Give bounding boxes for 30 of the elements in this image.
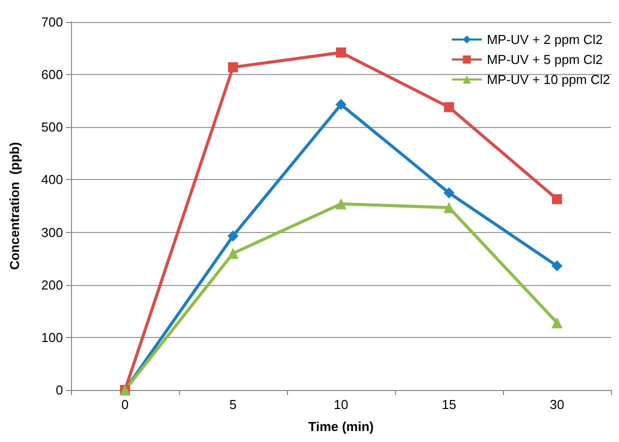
point xyxy=(228,248,238,259)
point xyxy=(336,47,346,58)
y-tick-label: 0 xyxy=(56,382,63,398)
y-tick-label: 300 xyxy=(41,224,63,240)
y-tick-label: 400 xyxy=(41,172,63,188)
point xyxy=(552,317,562,328)
x-axis-title: Time (min) xyxy=(308,419,374,434)
point xyxy=(552,194,562,204)
point xyxy=(444,102,454,112)
point xyxy=(444,187,454,198)
point xyxy=(336,198,346,210)
x-tick-label: 30 xyxy=(550,397,564,412)
x-tick-label: 0 xyxy=(121,397,129,412)
legend-label: MP-UV + 2 ppm Cl2 xyxy=(486,32,603,47)
y-tick-label: 600 xyxy=(41,67,63,82)
y-axis-title: Concentration (ppb) xyxy=(7,142,22,270)
point xyxy=(228,230,238,242)
x-tick-label: 15 xyxy=(442,397,456,412)
legend-label: MP-UV + 5 ppm Cl2 xyxy=(486,52,603,67)
point xyxy=(228,62,238,72)
y-tick-label: 100 xyxy=(41,330,63,345)
y-tick-label: 700 xyxy=(41,14,63,30)
x-tick-label: 5 xyxy=(229,397,237,412)
legend-label: MP-UV + 10 ppm Cl2 xyxy=(486,72,610,87)
y-tick-label: 200 xyxy=(41,277,63,292)
point xyxy=(444,202,454,214)
y-tick-label: 500 xyxy=(41,120,63,135)
x-tick-label: 10 xyxy=(334,397,348,412)
point xyxy=(336,99,346,110)
point xyxy=(552,260,562,272)
